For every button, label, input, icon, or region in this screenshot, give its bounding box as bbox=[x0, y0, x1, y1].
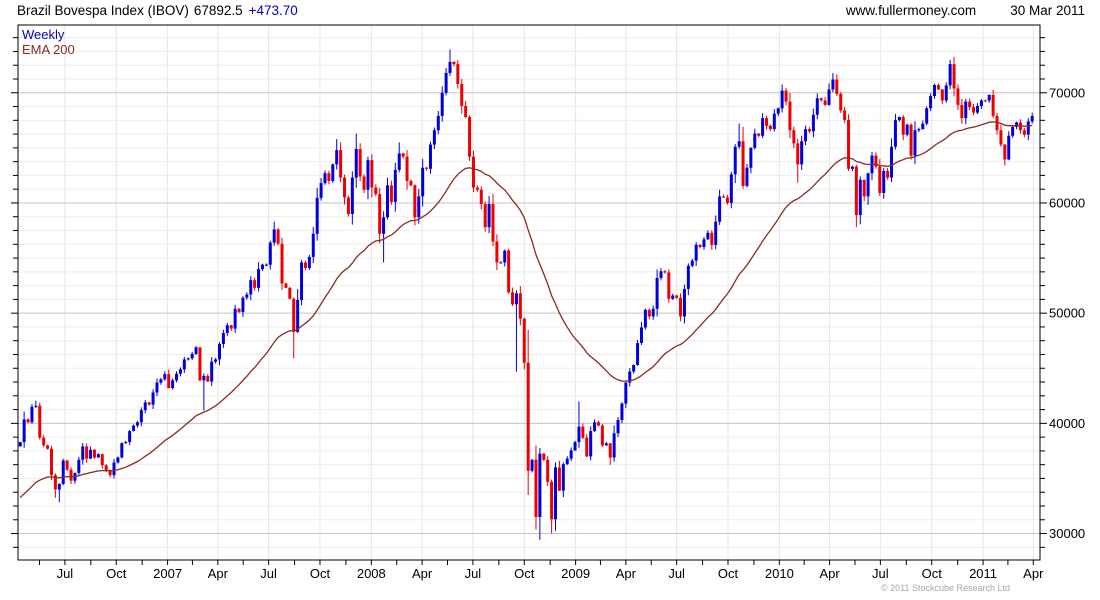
svg-text:50000: 50000 bbox=[1049, 306, 1085, 321]
svg-text:40000: 40000 bbox=[1049, 416, 1085, 431]
svg-text:30000: 30000 bbox=[1049, 526, 1085, 541]
legend-ema-200: EMA 200 bbox=[22, 42, 75, 57]
chart-grid bbox=[18, 25, 1040, 560]
chart-date: 30 Mar 2011 bbox=[1010, 3, 1085, 18]
svg-text:Apr: Apr bbox=[616, 566, 637, 581]
svg-text:Apr: Apr bbox=[1023, 566, 1044, 581]
svg-text:2007: 2007 bbox=[153, 566, 182, 581]
svg-text:2008: 2008 bbox=[357, 566, 386, 581]
svg-text:Apr: Apr bbox=[412, 566, 433, 581]
header-right: www.fullermoney.com 30 Mar 2011 bbox=[846, 3, 1085, 18]
svg-text:Jul: Jul bbox=[57, 566, 74, 581]
svg-text:2010: 2010 bbox=[765, 566, 794, 581]
svg-text:Oct: Oct bbox=[310, 566, 331, 581]
chart-axes: 30000 40000 50000 60000 70000 Jul Oct 2007 Apr Ju… bbox=[11, 24, 1085, 581]
svg-text:Oct: Oct bbox=[718, 566, 739, 581]
svg-text:60000: 60000 bbox=[1049, 195, 1085, 210]
page-title: Brazil Bovespa Index (IBOV) bbox=[17, 3, 189, 18]
ema-line bbox=[19, 121, 1033, 499]
svg-text:2009: 2009 bbox=[561, 566, 590, 581]
titlebar: Brazil Bovespa Index (IBOV) 67892.5 +473.7… bbox=[17, 3, 298, 18]
svg-text:Jul: Jul bbox=[668, 566, 685, 581]
chart-legend: Weekly EMA 200 bbox=[22, 27, 75, 57]
svg-text:2011: 2011 bbox=[969, 566, 997, 581]
svg-text:Jul: Jul bbox=[872, 566, 889, 581]
svg-text:Apr: Apr bbox=[819, 566, 840, 581]
svg-text:Apr: Apr bbox=[208, 566, 229, 581]
copyright-notice: © 2011 Stockcube Research Ltd bbox=[880, 583, 1010, 593]
candles-series bbox=[18, 49, 1034, 540]
website-link[interactable]: www.fullermoney.com bbox=[845, 3, 977, 18]
last-price: 67892.5 bbox=[193, 3, 243, 18]
svg-text:Oct: Oct bbox=[922, 566, 943, 581]
svg-text:70000: 70000 bbox=[1049, 85, 1085, 100]
legend-weekly: Weekly bbox=[22, 27, 65, 42]
svg-text:Jul: Jul bbox=[260, 566, 277, 581]
svg-text:Oct: Oct bbox=[514, 566, 535, 581]
price-change: +473.70 bbox=[248, 3, 298, 18]
svg-text:Oct: Oct bbox=[106, 566, 127, 581]
svg-text:Jul: Jul bbox=[465, 566, 482, 581]
